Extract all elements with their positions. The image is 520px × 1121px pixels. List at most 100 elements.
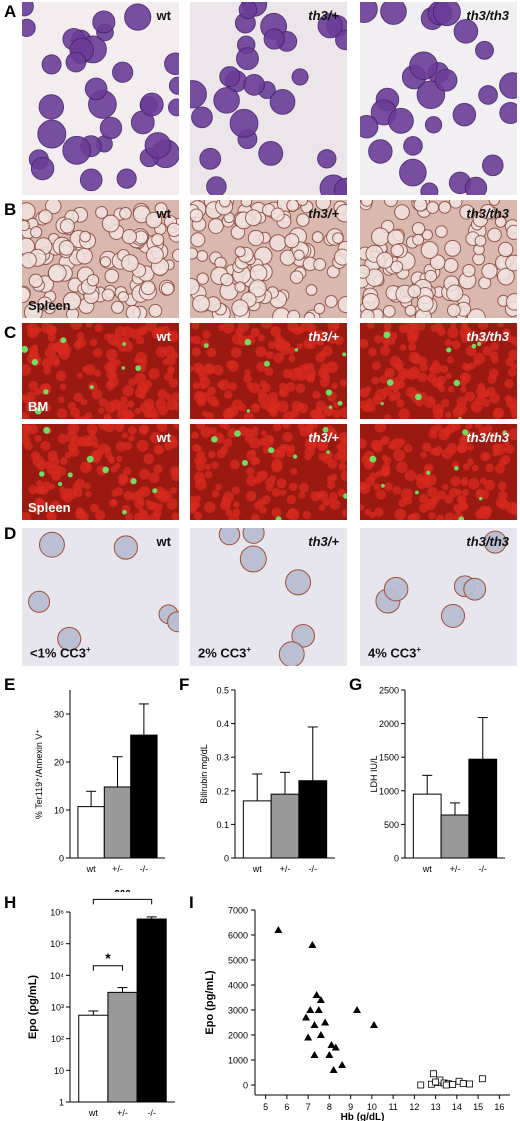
scatter-point-triangle: [329, 1066, 338, 1073]
scatter-point-triangle: [316, 996, 325, 1003]
tissue-label: BM: [28, 399, 49, 414]
y-tick-label: 500: [384, 820, 399, 830]
y-tick-label: 10⁴: [50, 971, 64, 981]
y-axis-label: Epo (pg/mL): [27, 975, 39, 1039]
scatter-point-square: [466, 1080, 474, 1088]
fluorescence-image: wt Spleen: [22, 424, 179, 520]
panel-letter-a: A: [4, 2, 17, 21]
x-tick-label: +/-: [117, 1108, 128, 1118]
x-tick-label: 6: [284, 1102, 289, 1112]
x-tick-label: 8: [327, 1102, 332, 1112]
micrograph-texture: [360, 424, 517, 520]
bar-wt: [77, 806, 105, 859]
y-tick-label: 1500: [379, 753, 399, 763]
y-tick-label: 7000: [228, 906, 248, 916]
bar--/-: [130, 734, 158, 859]
y-tick-label: 30: [54, 710, 64, 720]
bar-wt: [412, 793, 442, 859]
y-tick-label: 2000: [379, 719, 399, 729]
scatter-point-square: [430, 1070, 437, 1078]
x-tick-label: 7: [306, 1102, 311, 1112]
cc3-stain-image: th3/th3 4% CC3+: [360, 528, 517, 666]
scatter-point-triangle: [302, 1013, 310, 1021]
cc3-stain-image: th3/+ 2% CC3+: [190, 528, 347, 666]
fluorescence-image: th3/+: [190, 323, 347, 419]
fluorescence-image: th3/th3: [360, 424, 517, 520]
genotype-label: th3/th3: [466, 206, 509, 221]
y-tick-label: 0: [224, 854, 229, 864]
x-tick-label: +/-: [450, 864, 461, 874]
genotype-label: th3/+: [308, 8, 339, 23]
cc3-text: 2% CC3: [198, 645, 247, 660]
micrograph-texture: [22, 200, 179, 318]
y-tick-label: 0.5: [216, 686, 229, 696]
x-tick-label: -/-: [147, 1108, 156, 1118]
cc3-text: <1% CC3: [30, 645, 86, 660]
cc3-text: 4% CC3: [368, 645, 417, 660]
chart-e: E 0 10 20 30 % Ter119⁺/Annexin V⁺ wt +/- -/-: [4, 675, 165, 874]
genotype-label: th3/th3: [466, 534, 509, 549]
cc3-superscript: +: [86, 644, 91, 654]
bar-+/-: [107, 991, 138, 1103]
x-tick-label: 15: [473, 1102, 483, 1112]
genotype-label: th3/th3: [466, 430, 509, 445]
x-tick-label: +/-: [112, 864, 123, 874]
panel-letter: H: [4, 893, 16, 912]
scatter-point-square: [432, 1078, 440, 1086]
x-tick-label: -/-: [309, 864, 318, 874]
x-tick-label: 10: [367, 1102, 377, 1112]
bar--/-: [298, 780, 328, 859]
x-tick-label: wt: [88, 1108, 98, 1118]
panel-letter-d: D: [4, 524, 17, 543]
chart-g: G 0 500 1000 1500 2000 2500 LDH IU/L wt +/- -/-: [349, 675, 505, 874]
micrograph-texture: [190, 2, 347, 195]
y-axis-label: % Ter119⁺/Annexin V⁺: [34, 729, 44, 819]
cc3-percentage: 2% CC3+: [198, 645, 251, 660]
tissue-label: Spleen: [28, 298, 71, 313]
scatter-point-triangle: [327, 1041, 336, 1048]
y-tick-label: 10⁵: [50, 939, 64, 949]
x-tick-label: 16: [494, 1102, 504, 1112]
y-tick-label: 0: [243, 1081, 248, 1091]
cc3-percentage: <1% CC3+: [30, 645, 91, 660]
x-tick-label: 9: [348, 1102, 353, 1112]
genotype-label: th3/+: [308, 430, 339, 445]
blood-smear-image: wt: [22, 2, 179, 195]
y-axis-label: Epo (pg/mL): [204, 970, 216, 1034]
micrograph-texture: [360, 2, 517, 195]
scatter-point-triangle: [306, 1006, 315, 1013]
cc3-superscript: +: [246, 644, 252, 654]
bar-wt: [242, 800, 272, 859]
scatter-point-triangle: [274, 926, 283, 933]
micrograph-texture: [190, 528, 347, 666]
scatter-point-triangle: [338, 1061, 347, 1068]
y-tick-label: 5000: [228, 956, 248, 966]
micrograph-texture: [22, 323, 179, 419]
y-tick-label: 3000: [228, 1006, 248, 1016]
micrograph-texture: [22, 528, 179, 666]
x-tick-label: 12: [409, 1102, 419, 1112]
y-tick-label: 1000: [228, 1056, 248, 1066]
y-tick-label: 0.2: [216, 786, 229, 796]
blood-smear-image: th3/th3: [360, 2, 517, 195]
panel-letter: G: [349, 675, 362, 694]
panel-letter: F: [179, 675, 189, 694]
y-tick-label: 2000: [228, 1031, 248, 1041]
scatter-point-triangle: [321, 1018, 330, 1026]
y-tick-label: 0.3: [216, 753, 229, 763]
genotype-label: wt: [156, 534, 171, 549]
genotype-label: th3/th3: [466, 329, 509, 344]
cc3-stain-image: wt <1% CC3+: [22, 528, 179, 666]
y-tick-label: 2500: [379, 686, 399, 696]
scatter-point-triangle: [312, 991, 321, 998]
blood-smear-image: th3/+: [190, 2, 347, 195]
fluorescence-image: th3/th3: [360, 323, 517, 419]
scatter-point-triangle: [310, 1051, 319, 1058]
scatter-point-square: [459, 1080, 467, 1087]
y-tick-label: 10³: [51, 1003, 64, 1013]
tissue-label: Spleen: [28, 500, 71, 515]
cc3-superscript: +: [416, 644, 422, 654]
x-axis-label: Hb (g/dL): [341, 1112, 385, 1121]
genotype-label: wt: [156, 8, 171, 23]
